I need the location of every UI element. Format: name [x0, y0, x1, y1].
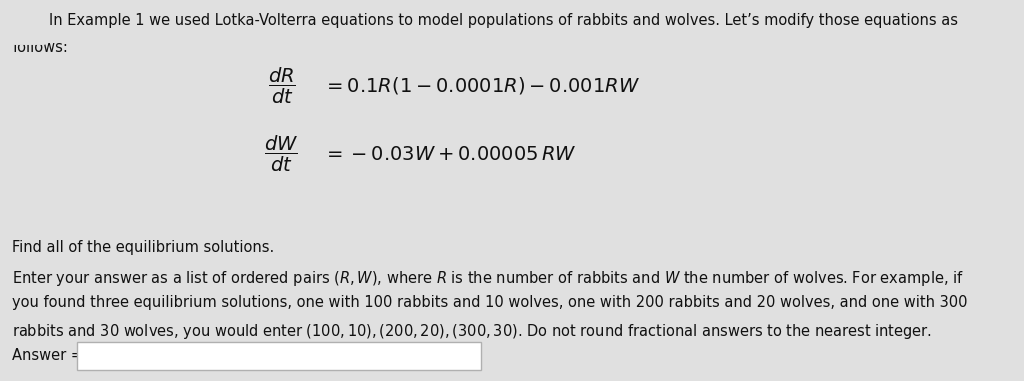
Text: rabbits and 30 wolves, you would enter $(100, 10), (200, 20), (300, 30)$. Do not: rabbits and 30 wolves, you would enter $…	[12, 322, 933, 341]
FancyBboxPatch shape	[77, 342, 481, 370]
Text: Find all of the equilibrium solutions.: Find all of the equilibrium solutions.	[12, 240, 274, 255]
Text: In Example 1 we used Lotka-Volterra equations to model populations of rabbits an: In Example 1 we used Lotka-Volterra equa…	[49, 13, 958, 28]
Text: you found three equilibrium solutions, one with 100 rabbits and 10 wolves, one w: you found three equilibrium solutions, o…	[12, 295, 968, 310]
FancyBboxPatch shape	[0, 0, 46, 45]
Text: $\dfrac{dW}{dt}$: $\dfrac{dW}{dt}$	[264, 134, 299, 174]
Text: $\dfrac{dR}{dt}$: $\dfrac{dR}{dt}$	[267, 66, 296, 106]
Text: follows:: follows:	[12, 40, 69, 55]
Text: $= 0.1R(1 - 0.0001R) - 0.001RW$: $= 0.1R(1 - 0.0001R) - 0.001RW$	[323, 75, 640, 96]
Text: Enter your answer as a list of ordered pairs $(R, W)$, where $R$ is the number o: Enter your answer as a list of ordered p…	[12, 269, 965, 288]
Text: Answer =: Answer =	[12, 347, 83, 363]
Text: $= -0.03W + 0.00005\,RW$: $= -0.03W + 0.00005\,RW$	[323, 145, 577, 164]
